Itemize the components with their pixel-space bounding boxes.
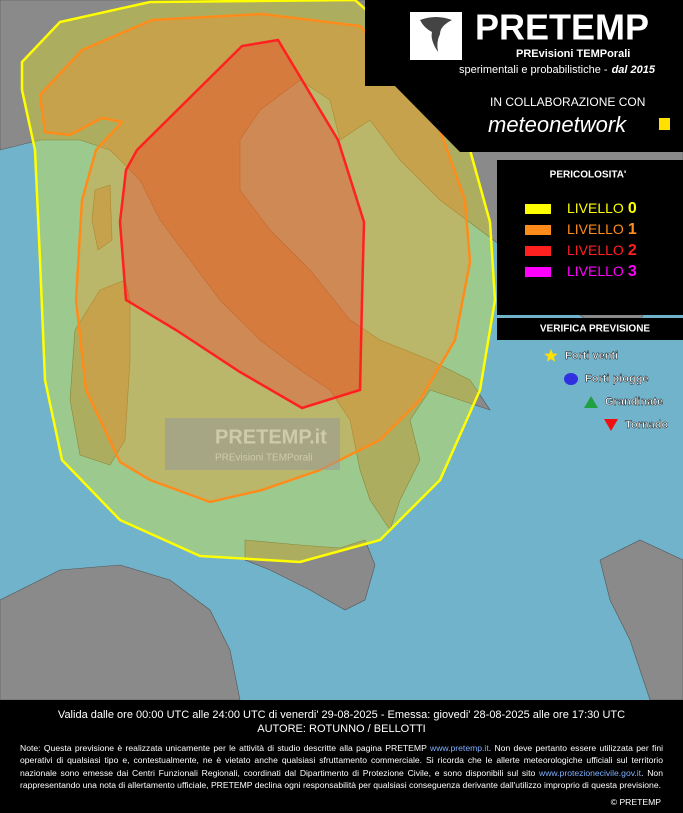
note-text: . Non deve pertanto essere utilizzata pe…: [20, 743, 664, 778]
legend-label-text: LIVELLO: [567, 221, 624, 237]
legend-title: PERICOLOSITA': [550, 170, 627, 181]
legend-label: LIVELLO 2: [567, 242, 637, 260]
note-link[interactable]: www.pretemp.it: [429, 743, 489, 753]
verification-label: Tornado: [625, 419, 668, 431]
watermark-subtitle: PREvisioni TEMPorali: [215, 453, 313, 464]
legend-swatch: [525, 225, 551, 235]
map: PRETEMP.it PREvisioni TEMPorali PRETEMP …: [0, 0, 683, 701]
note-text: . Non rappresentando una nota di allerta…: [20, 767, 663, 791]
logo-tornado: [420, 17, 452, 52]
legend-box: [497, 160, 683, 315]
legend-swatch: [525, 267, 551, 277]
risk-zones: [20, 0, 497, 564]
footer: Valida dalle ore 00:00 UTC alle 24:00 UT…: [0, 700, 683, 813]
verification-legend: Forti venti Forti piogge Grandinate Tornado: [544, 349, 669, 431]
note: Note: Questa previsione è realizzata uni…: [0, 736, 683, 792]
verification-box: [497, 318, 683, 340]
tagline: sperimentali e probabilistiche - dal 2015: [459, 64, 656, 76]
tagline-em: dal 2015: [612, 64, 656, 76]
title: PRETEMP: [475, 7, 649, 48]
verification-title: VERIFICA PREVISIONE: [540, 324, 651, 335]
legend-label-text: LIVELLO: [567, 242, 624, 258]
watermark-title: PRETEMP.it: [215, 426, 327, 448]
legend-label: LIVELLO 3: [567, 263, 637, 281]
icon-triangle-up: [584, 396, 598, 408]
watermark-box: [165, 418, 340, 470]
legend-level: 0: [628, 200, 637, 217]
watermark: PRETEMP.it PREvisioni TEMPorali: [165, 418, 340, 470]
legend-label-text: LIVELLO: [567, 263, 624, 279]
verification-label: Forti venti: [565, 350, 618, 362]
collab-label: IN COLLABORAZIONE CON: [490, 95, 645, 109]
icon-triangle-down: [604, 419, 618, 431]
validity: Valida dalle ore 00:00 UTC alle 24:00 UT…: [57, 709, 626, 721]
verification-label: Grandinate: [605, 396, 663, 408]
note-link[interactable]: www.protezionecivile.gov.it: [539, 767, 642, 778]
legend-level: 3: [628, 263, 637, 280]
icon-circle: [564, 373, 578, 385]
legend-swatch: [525, 246, 551, 256]
legend-level: 2: [628, 242, 637, 259]
legend-label: LIVELLO 0: [567, 200, 637, 218]
legend-label-text: LIVELLO: [567, 200, 624, 216]
partner-square: [659, 118, 670, 130]
authors: AUTORE: ROTUNNO / BELLOTTI: [257, 723, 426, 735]
legend-level: 1: [628, 221, 637, 238]
subtitle: PREvisioni TEMPorali: [516, 48, 630, 60]
copyright: © PRETEMP: [610, 797, 661, 807]
zone-level-2: [118, 38, 366, 410]
icon-star: [544, 349, 558, 362]
note-text: Note: Questa previsione è realizzata uni…: [20, 743, 430, 753]
legend-swatch: [525, 204, 551, 214]
legend-label: LIVELLO 1: [567, 221, 637, 239]
tagline-text: sperimentali e probabilistiche -: [459, 64, 608, 76]
collab-box: [395, 86, 683, 152]
collab-partner: meteonetwork: [488, 112, 627, 137]
verification-label: Forti piogge: [585, 373, 649, 385]
